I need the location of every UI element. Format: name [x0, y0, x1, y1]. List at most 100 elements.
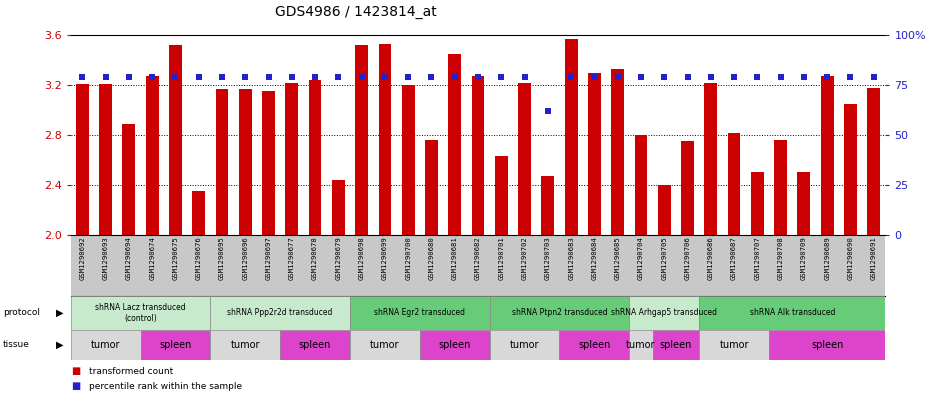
Text: GSM1290698: GSM1290698: [359, 237, 365, 280]
Point: [354, 74, 369, 80]
Text: GSM1290703: GSM1290703: [545, 237, 551, 280]
Text: GSM1290693: GSM1290693: [102, 237, 109, 280]
Bar: [653, 330, 699, 360]
Text: GSM1290682: GSM1290682: [475, 237, 481, 280]
Text: spleen: spleen: [659, 340, 692, 350]
Bar: [634, 135, 647, 235]
Bar: [518, 83, 531, 235]
Bar: [681, 141, 694, 235]
Text: shRNA Alk transduced: shRNA Alk transduced: [750, 309, 835, 317]
Text: GSM1290684: GSM1290684: [591, 237, 597, 280]
Point: [517, 74, 532, 80]
Text: tumor: tumor: [231, 340, 260, 350]
Text: GSM1290689: GSM1290689: [824, 237, 830, 280]
Text: shRNA Egr2 transduced: shRNA Egr2 transduced: [375, 309, 465, 317]
Bar: [309, 80, 322, 235]
Bar: [193, 191, 206, 235]
Text: GSM1290691: GSM1290691: [870, 237, 877, 280]
Text: GSM1290687: GSM1290687: [731, 237, 737, 280]
Bar: [210, 330, 280, 360]
Text: GSM1290690: GSM1290690: [847, 237, 854, 280]
Bar: [798, 173, 810, 235]
Bar: [751, 173, 764, 235]
Text: GSM1290699: GSM1290699: [382, 237, 388, 280]
Point: [657, 74, 671, 80]
Text: tumor: tumor: [626, 340, 656, 350]
Point: [819, 74, 834, 80]
Text: spleen: spleen: [159, 340, 192, 350]
Point: [564, 74, 578, 80]
Point: [238, 74, 253, 80]
Text: protocol: protocol: [3, 309, 40, 317]
Bar: [490, 330, 560, 360]
Bar: [419, 330, 490, 360]
Bar: [448, 54, 461, 235]
Point: [703, 74, 718, 80]
Bar: [774, 140, 787, 235]
Point: [680, 74, 695, 80]
Text: GSM1290679: GSM1290679: [336, 237, 341, 280]
Text: GSM1290706: GSM1290706: [684, 237, 690, 280]
Point: [843, 74, 857, 80]
Bar: [490, 296, 630, 330]
Text: tumor: tumor: [510, 340, 539, 350]
Point: [122, 74, 137, 80]
Bar: [210, 296, 350, 330]
Text: transformed count: transformed count: [89, 367, 174, 376]
Text: GSM1290680: GSM1290680: [429, 237, 434, 280]
Point: [99, 74, 113, 80]
Point: [145, 74, 160, 80]
Text: GSM1290677: GSM1290677: [289, 237, 295, 280]
Bar: [588, 73, 601, 235]
Bar: [379, 44, 392, 235]
Text: GSM1290696: GSM1290696: [242, 237, 248, 280]
Text: spleen: spleen: [811, 340, 844, 350]
Text: ▶: ▶: [56, 340, 63, 350]
Text: spleen: spleen: [299, 340, 331, 350]
Text: shRNA Lacz transduced
(control): shRNA Lacz transduced (control): [95, 303, 186, 323]
Point: [494, 74, 509, 80]
Bar: [495, 156, 508, 235]
Bar: [71, 296, 210, 330]
Bar: [350, 330, 419, 360]
Point: [471, 74, 485, 80]
Bar: [146, 77, 158, 235]
Text: GSM1290707: GSM1290707: [754, 237, 761, 280]
Bar: [821, 77, 833, 235]
Text: GSM1290674: GSM1290674: [149, 237, 155, 280]
Point: [540, 108, 555, 114]
Point: [401, 74, 416, 80]
Bar: [699, 296, 885, 330]
Text: GSM1290708: GSM1290708: [777, 237, 784, 280]
Bar: [402, 85, 415, 235]
Text: GSM1290705: GSM1290705: [661, 237, 667, 280]
Point: [192, 74, 206, 80]
Bar: [425, 140, 438, 235]
Point: [331, 74, 346, 80]
Text: GDS4986 / 1423814_at: GDS4986 / 1423814_at: [275, 6, 437, 19]
Text: GSM1290678: GSM1290678: [312, 237, 318, 280]
Text: GSM1290702: GSM1290702: [522, 237, 527, 280]
Bar: [658, 185, 671, 235]
Bar: [216, 89, 229, 235]
Text: GSM1290695: GSM1290695: [219, 237, 225, 280]
Bar: [565, 39, 578, 235]
Bar: [769, 330, 885, 360]
Text: GSM1290676: GSM1290676: [195, 237, 202, 280]
Bar: [560, 330, 630, 360]
Text: tumor: tumor: [370, 340, 400, 350]
Text: shRNA Ppp2r2d transduced: shRNA Ppp2r2d transduced: [228, 309, 333, 317]
Bar: [704, 83, 717, 235]
Text: tumor: tumor: [91, 340, 120, 350]
Text: tissue: tissue: [3, 340, 30, 349]
Text: GSM1290704: GSM1290704: [638, 237, 644, 280]
Text: GSM1290692: GSM1290692: [79, 237, 86, 280]
Bar: [844, 104, 857, 235]
Text: GSM1290686: GSM1290686: [708, 237, 714, 280]
Point: [587, 74, 602, 80]
Text: shRNA Arhgap5 transduced: shRNA Arhgap5 transduced: [611, 309, 717, 317]
Bar: [100, 84, 112, 235]
Text: GSM1290675: GSM1290675: [172, 237, 179, 280]
Text: GSM1290681: GSM1290681: [452, 237, 458, 280]
Text: GSM1290700: GSM1290700: [405, 237, 411, 280]
